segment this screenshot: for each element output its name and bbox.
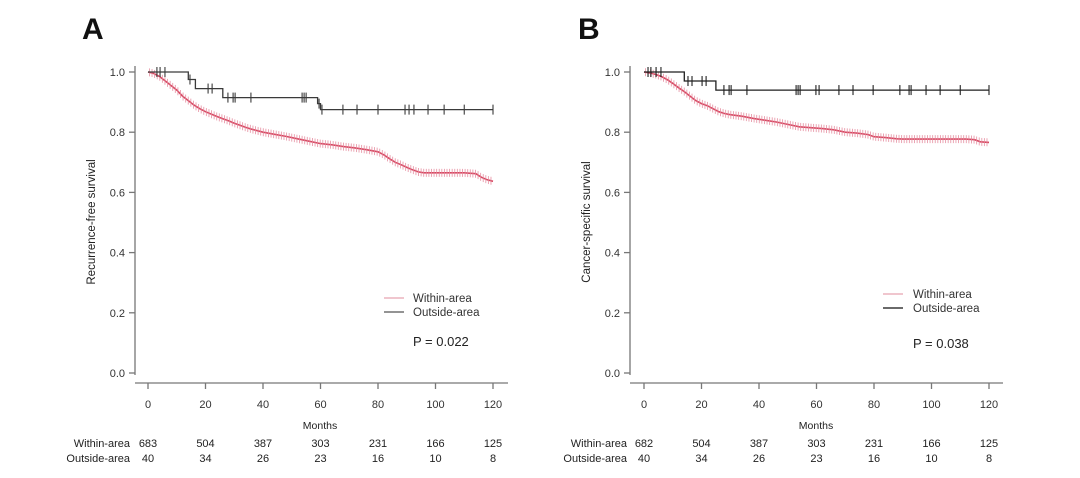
legend-label-outside: Outside-area xyxy=(913,303,980,315)
x-tick-label: 80 xyxy=(372,399,384,411)
risk-value: 8 xyxy=(986,453,992,465)
risk-value: 26 xyxy=(753,453,765,465)
x-axis-title: Months xyxy=(303,420,337,432)
y-axis-title: Cancer-specific survival xyxy=(581,161,593,282)
y-tick-label: 0.8 xyxy=(605,127,620,139)
risk-value: 16 xyxy=(868,453,880,465)
outside-area-censor-marks xyxy=(156,67,494,115)
x-tick-label: 0 xyxy=(641,399,647,411)
x-tick-label: 20 xyxy=(199,399,211,411)
risk-value: 10 xyxy=(429,453,441,465)
x-tick-label: 60 xyxy=(810,399,822,411)
y-tick-label: 0.4 xyxy=(110,248,125,260)
x-axis-title: Months xyxy=(799,420,833,432)
within-area-censor-marks xyxy=(148,68,492,185)
panel-letter: A xyxy=(82,13,104,46)
x-tick-label: 100 xyxy=(922,399,940,411)
x-axis: 0 20 40 60 80 100 120 xyxy=(135,382,508,411)
risk-value: 504 xyxy=(196,438,214,450)
risk-value: 387 xyxy=(750,438,768,450)
legend-label-within: Within-area xyxy=(913,289,972,301)
risk-value: 683 xyxy=(139,438,157,450)
risk-value: 26 xyxy=(257,453,269,465)
y-axis: 0.0 0.2 0.4 0.6 0.8 1.0 xyxy=(110,66,136,380)
x-tick-label: 80 xyxy=(868,399,880,411)
risk-value: 34 xyxy=(199,453,211,465)
risk-table: Within-area 683 504 387 303 231 166 125 Outside-… xyxy=(66,438,502,465)
panel-letter: B xyxy=(578,13,600,46)
x-axis: 0 20 40 60 80 100 120 xyxy=(630,382,1003,411)
risk-value: 387 xyxy=(254,438,272,450)
y-tick-label: 0.2 xyxy=(605,308,620,320)
risk-value: 16 xyxy=(372,453,384,465)
panel-b: B 0.0 0.2 0.4 0.6 0.8 1.0 0 20 40 60 80 100 120 Can… xyxy=(563,13,1003,465)
risk-value: 682 xyxy=(635,438,653,450)
risk-value: 231 xyxy=(369,438,387,450)
risk-value: 125 xyxy=(980,438,998,450)
x-tick-label: 60 xyxy=(314,399,326,411)
risk-value: 40 xyxy=(638,453,650,465)
p-value: P = 0.022 xyxy=(413,334,469,349)
outside-area-curve xyxy=(148,71,493,111)
within-area-censor-marks xyxy=(644,68,988,147)
survival-curves xyxy=(147,67,494,185)
risk-value: 23 xyxy=(810,453,822,465)
risk-value: 166 xyxy=(922,438,940,450)
risk-value: 8 xyxy=(490,453,496,465)
y-axis-title: Recurrence-free survival xyxy=(86,159,98,284)
x-tick-label: 120 xyxy=(980,399,998,411)
risk-value: 231 xyxy=(865,438,883,450)
x-tick-label: 120 xyxy=(484,399,502,411)
x-tick-label: 0 xyxy=(145,399,151,411)
y-axis: 0.0 0.2 0.4 0.6 0.8 1.0 xyxy=(605,66,631,380)
outside-area-censor-marks xyxy=(647,67,990,96)
y-tick-label: 0.6 xyxy=(605,187,620,199)
y-tick-label: 0.4 xyxy=(605,248,620,260)
outside-area-curve xyxy=(644,71,989,91)
x-tick-label: 40 xyxy=(753,399,765,411)
risk-row-label: Within-area xyxy=(571,438,628,450)
risk-value: 23 xyxy=(314,453,326,465)
y-tick-label: 1.0 xyxy=(110,67,125,79)
y-tick-label: 0.8 xyxy=(110,127,125,139)
risk-value: 303 xyxy=(311,438,329,450)
x-tick-label: 20 xyxy=(695,399,707,411)
risk-table: Within-area 682 504 387 303 231 166 125 Outside-… xyxy=(563,438,998,465)
risk-value: 125 xyxy=(484,438,502,450)
legend: Within-area Outside-area xyxy=(883,289,980,315)
survival-curves xyxy=(643,67,990,147)
y-tick-label: 0.2 xyxy=(110,308,125,320)
risk-row-label: Outside-area xyxy=(563,453,627,465)
y-tick-label: 0.0 xyxy=(605,368,620,380)
risk-value: 34 xyxy=(695,453,707,465)
risk-value: 504 xyxy=(692,438,710,450)
y-tick-label: 1.0 xyxy=(605,67,620,79)
risk-row-label: Outside-area xyxy=(66,453,130,465)
legend-label-within: Within-area xyxy=(413,293,472,305)
risk-value: 40 xyxy=(142,453,154,465)
risk-value: 166 xyxy=(426,438,444,450)
y-tick-label: 0.6 xyxy=(110,187,125,199)
x-tick-label: 40 xyxy=(257,399,269,411)
risk-value: 10 xyxy=(925,453,937,465)
risk-value: 303 xyxy=(807,438,825,450)
risk-row-label: Within-area xyxy=(74,438,131,450)
x-tick-label: 100 xyxy=(426,399,444,411)
legend-label-outside: Outside-area xyxy=(413,307,480,319)
legend: Within-area Outside-area xyxy=(384,293,480,319)
p-value: P = 0.038 xyxy=(913,336,969,351)
y-tick-label: 0.0 xyxy=(110,368,125,380)
panel-a: A 0.0 0.2 0.4 0.6 0.8 1.0 0 20 40 60 80 100 120 Rec… xyxy=(66,13,508,465)
